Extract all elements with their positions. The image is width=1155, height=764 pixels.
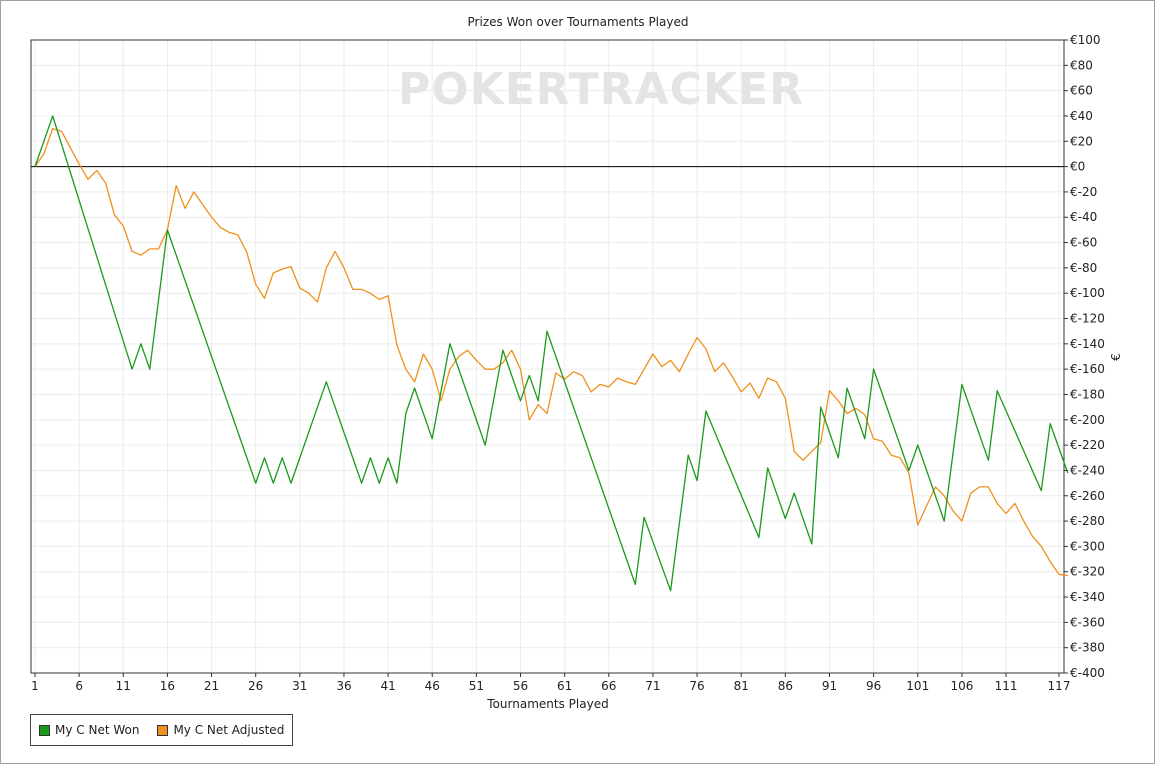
y-tick-label: €-220 bbox=[1070, 438, 1105, 452]
y-tick-label: €-20 bbox=[1070, 185, 1097, 199]
x-tick-label: 96 bbox=[866, 679, 881, 693]
y-axis-title: € bbox=[1109, 353, 1123, 361]
x-tick-label: 101 bbox=[906, 679, 929, 693]
y-tick-label: €80 bbox=[1070, 58, 1093, 72]
series-line-1 bbox=[34, 127, 1068, 577]
y-tick-label: €-360 bbox=[1070, 615, 1105, 629]
y-tick-label: €-280 bbox=[1070, 514, 1105, 528]
y-tick-label: €-40 bbox=[1070, 210, 1097, 224]
x-tick-label: 46 bbox=[425, 679, 440, 693]
y-tick-label: €100 bbox=[1070, 33, 1101, 47]
x-tick-label: 66 bbox=[601, 679, 616, 693]
y-tick-label: €-80 bbox=[1070, 261, 1097, 275]
x-tick-label: 16 bbox=[160, 679, 175, 693]
watermark-logo: POKERTRACKER bbox=[398, 64, 804, 115]
x-tick-label: 106 bbox=[950, 679, 973, 693]
y-tick-label: €-260 bbox=[1070, 489, 1105, 503]
y-tick-label: €-240 bbox=[1070, 463, 1105, 477]
x-tick-label: 21 bbox=[204, 679, 219, 693]
y-tick-label: €-120 bbox=[1070, 312, 1105, 326]
x-tick-label: 26 bbox=[248, 679, 263, 693]
x-tick-label: 41 bbox=[380, 679, 395, 693]
legend: My C Net Won My C Net Adjusted bbox=[30, 714, 294, 746]
y-tick-label: €-300 bbox=[1070, 539, 1105, 553]
x-tick-label: 76 bbox=[689, 679, 704, 693]
x-tick-label: 91 bbox=[822, 679, 837, 693]
y-tick-label: €0 bbox=[1070, 160, 1085, 174]
y-tick-label: €-140 bbox=[1070, 337, 1105, 351]
x-tick-label: 111 bbox=[995, 679, 1018, 693]
legend-label-net-adjusted: My C Net Adjusted bbox=[173, 723, 285, 737]
x-tick-label: 11 bbox=[116, 679, 131, 693]
x-tick-label: 36 bbox=[336, 679, 351, 693]
y-tick-label: €40 bbox=[1070, 109, 1093, 123]
y-tick-label: €-200 bbox=[1070, 413, 1105, 427]
x-tick-label: 71 bbox=[645, 679, 660, 693]
x-tick-label: 6 bbox=[75, 679, 83, 693]
x-tick-label: 86 bbox=[778, 679, 793, 693]
y-tick-label: €-320 bbox=[1070, 565, 1105, 579]
x-tick-label: 61 bbox=[557, 679, 572, 693]
legend-item-net-won: My C Net Won bbox=[39, 723, 139, 737]
x-axis: 1 6 11 16 21 26 31 36 41 46 51 56 61 66 71 76 81 86 91 96 10… bbox=[31, 673, 1070, 693]
legend-item-net-adjusted: My C Net Adjusted bbox=[157, 723, 284, 737]
y-tick-label: €20 bbox=[1070, 134, 1093, 148]
y-tick-label: €-340 bbox=[1070, 590, 1105, 604]
x-axis-title: Tournaments Played bbox=[486, 697, 608, 711]
legend-swatch-net-adjusted bbox=[157, 724, 169, 736]
y-tick-label: €-380 bbox=[1070, 641, 1105, 655]
x-tick-label: 1 bbox=[31, 679, 39, 693]
y-tick-label: €-100 bbox=[1070, 286, 1105, 300]
x-tick-label: 81 bbox=[734, 679, 749, 693]
y-tick-label: €60 bbox=[1070, 84, 1093, 98]
x-tick-label: 117 bbox=[1048, 679, 1071, 693]
y-tick-label: €-400 bbox=[1070, 666, 1105, 680]
legend-swatch-net-won bbox=[39, 724, 50, 736]
legend-label-net-won: My C Net Won bbox=[55, 723, 140, 737]
x-tick-label: 56 bbox=[513, 679, 528, 693]
x-tick-label: 31 bbox=[292, 679, 307, 693]
series-layer bbox=[34, 115, 1069, 592]
chart-title: Prizes Won over Tournaments Played bbox=[468, 15, 689, 29]
y-tick-label: €-160 bbox=[1070, 362, 1105, 376]
plot-area bbox=[30, 39, 1065, 674]
series-line-0 bbox=[34, 115, 1069, 592]
x-tick-label: 51 bbox=[469, 679, 484, 693]
y-tick-label: €-180 bbox=[1070, 387, 1105, 401]
y-tick-label: €-60 bbox=[1070, 236, 1097, 250]
grid bbox=[31, 39, 1064, 674]
y-axis: €100 €80 €60 €40 €20 €0 €-20 €-40 €-60 €-80 €-100 €… bbox=[1064, 33, 1105, 680]
